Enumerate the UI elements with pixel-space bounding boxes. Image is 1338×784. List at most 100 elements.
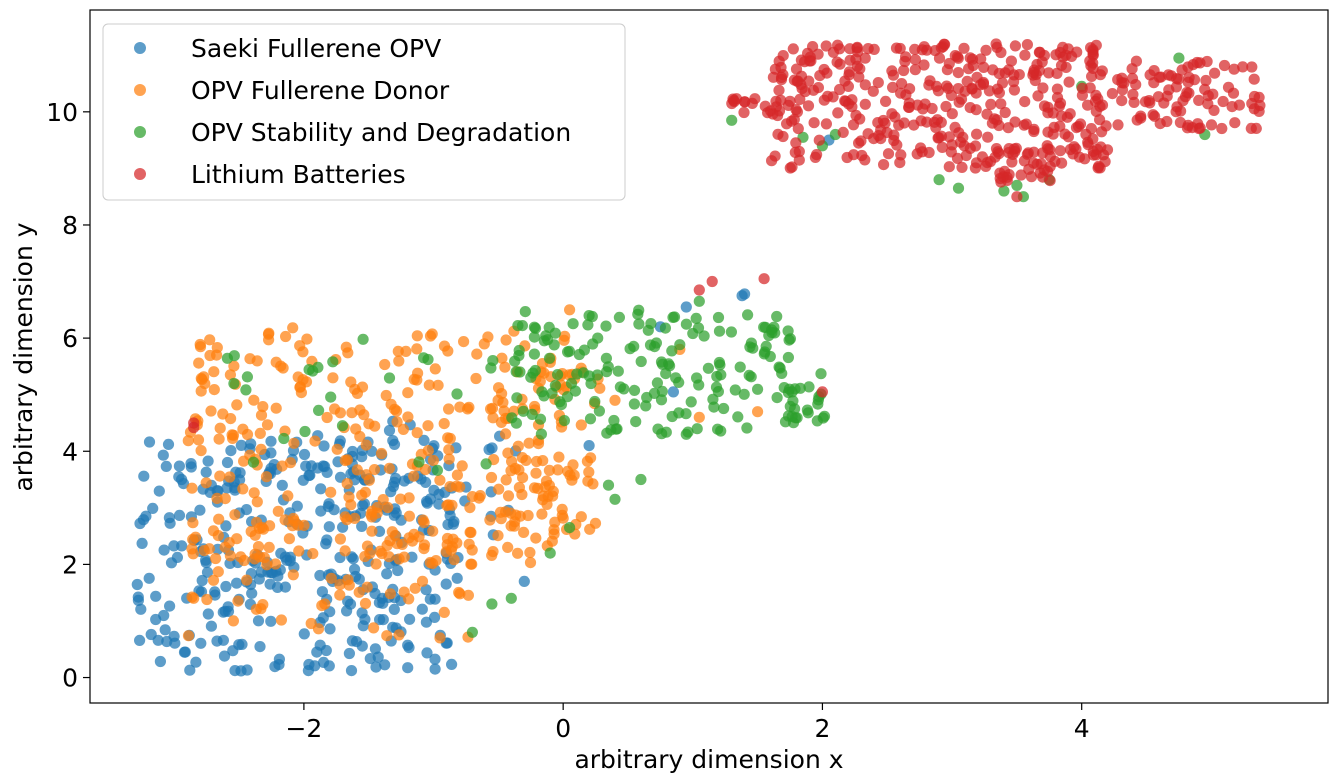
data-point xyxy=(553,451,565,463)
data-point xyxy=(217,634,229,646)
data-point xyxy=(224,550,236,562)
data-point xyxy=(379,659,391,671)
data-point xyxy=(218,650,231,662)
y-tick-label: 2 xyxy=(62,550,78,579)
data-point xyxy=(1216,122,1228,135)
data-point xyxy=(229,509,241,521)
data-point xyxy=(208,366,220,378)
data-point xyxy=(208,384,220,396)
data-point xyxy=(960,149,972,162)
data-point xyxy=(465,558,477,570)
data-point xyxy=(582,319,594,331)
data-point xyxy=(790,137,802,149)
data-point xyxy=(511,392,523,404)
data-point xyxy=(224,471,236,483)
data-point xyxy=(392,564,404,577)
data-point xyxy=(371,507,383,519)
data-point xyxy=(276,479,288,491)
data-point xyxy=(940,100,952,113)
data-point xyxy=(926,102,938,115)
data-point xyxy=(812,48,824,60)
data-point xyxy=(584,413,597,425)
data-point xyxy=(357,333,369,345)
data-point xyxy=(981,157,993,169)
data-point xyxy=(207,574,220,586)
data-point xyxy=(282,490,294,502)
data-point xyxy=(162,438,175,450)
data-point xyxy=(255,603,267,615)
data-point xyxy=(543,464,556,476)
data-point xyxy=(894,42,906,55)
data-point xyxy=(549,327,561,339)
data-point xyxy=(589,517,602,529)
data-point xyxy=(211,492,223,504)
data-point xyxy=(685,396,697,408)
data-point xyxy=(614,381,627,393)
data-point xyxy=(447,518,459,530)
data-point xyxy=(263,541,275,554)
data-point xyxy=(186,482,198,494)
data-point xyxy=(1229,117,1241,129)
data-point xyxy=(231,399,243,411)
data-point xyxy=(276,460,288,472)
data-point xyxy=(152,634,164,646)
series-3 xyxy=(188,38,1266,434)
data-point xyxy=(245,525,257,538)
data-point xyxy=(660,368,672,380)
data-point xyxy=(715,369,727,381)
data-point xyxy=(1248,73,1260,85)
data-point xyxy=(307,365,319,377)
data-point xyxy=(1025,171,1038,183)
data-point xyxy=(930,121,942,134)
data-point xyxy=(366,525,378,537)
data-point xyxy=(451,388,463,400)
data-point xyxy=(325,572,337,584)
data-point xyxy=(485,471,498,484)
data-point xyxy=(418,543,430,555)
data-point xyxy=(132,594,144,607)
data-point xyxy=(336,420,349,432)
data-point xyxy=(513,464,525,476)
data-point xyxy=(522,509,534,522)
data-point xyxy=(220,520,232,532)
data-point xyxy=(518,526,530,539)
data-point xyxy=(280,330,292,343)
data-point xyxy=(995,46,1007,59)
data-point xyxy=(710,381,723,393)
data-point xyxy=(287,322,299,334)
data-point xyxy=(143,572,155,584)
y-tick-label: 6 xyxy=(62,324,78,353)
data-point xyxy=(814,70,826,82)
data-point xyxy=(486,598,498,610)
data-point xyxy=(454,401,466,413)
data-point xyxy=(903,101,915,113)
data-point xyxy=(528,348,541,360)
data-point xyxy=(955,93,968,105)
data-point xyxy=(278,432,290,445)
data-point xyxy=(880,95,892,107)
data-point xyxy=(384,588,396,600)
data-point xyxy=(693,379,705,391)
data-point xyxy=(402,387,414,399)
data-point xyxy=(608,414,620,427)
data-point xyxy=(429,663,441,675)
data-point xyxy=(293,545,305,557)
data-point xyxy=(687,327,699,340)
data-point xyxy=(787,43,799,55)
data-point xyxy=(334,407,346,419)
data-point xyxy=(549,516,561,528)
data-point xyxy=(361,540,374,552)
data-point xyxy=(211,342,223,354)
data-point xyxy=(402,639,414,651)
data-point xyxy=(1188,74,1201,86)
data-point xyxy=(888,129,900,141)
data-point xyxy=(288,437,300,449)
data-point xyxy=(291,500,303,512)
data-point xyxy=(213,513,225,525)
data-point xyxy=(219,493,231,505)
data-point xyxy=(900,89,912,101)
data-point xyxy=(261,559,273,571)
data-point xyxy=(1019,96,1031,108)
data-point xyxy=(182,630,195,642)
data-point xyxy=(487,412,499,424)
